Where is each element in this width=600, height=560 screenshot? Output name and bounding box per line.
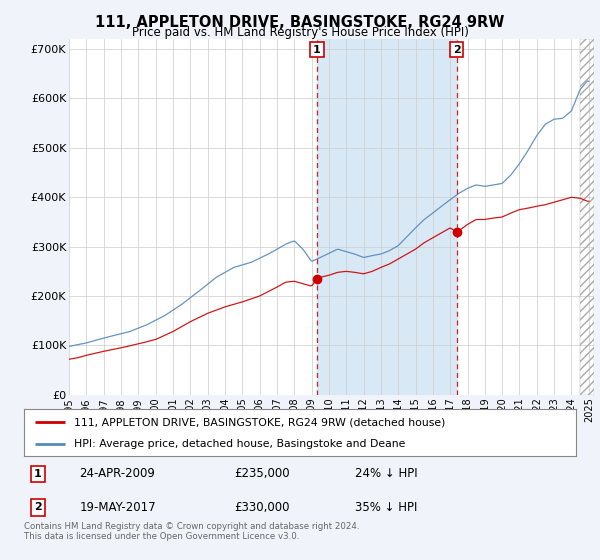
Text: Contains HM Land Registry data © Crown copyright and database right 2024.: Contains HM Land Registry data © Crown c… [24,522,359,531]
Text: 24-APR-2009: 24-APR-2009 [79,468,155,480]
Text: 1: 1 [34,469,41,479]
Text: 1: 1 [313,45,321,54]
Bar [317,39,457,395]
Text: 35% ↓ HPI: 35% ↓ HPI [355,501,418,514]
Text: Price paid vs. HM Land Registry's House Price Index (HPI): Price paid vs. HM Land Registry's House … [131,26,469,39]
Text: 111, APPLETON DRIVE, BASINGSTOKE, RG24 9RW (detached house): 111, APPLETON DRIVE, BASINGSTOKE, RG24 9… [74,417,445,427]
Text: 19-MAY-2017: 19-MAY-2017 [79,501,156,514]
Text: 24% ↓ HPI: 24% ↓ HPI [355,468,418,480]
Text: 111, APPLETON DRIVE, BASINGSTOKE, RG24 9RW: 111, APPLETON DRIVE, BASINGSTOKE, RG24 9… [95,15,505,30]
Text: HPI: Average price, detached house, Basingstoke and Deane: HPI: Average price, detached house, Basi… [74,439,405,449]
Text: £235,000: £235,000 [234,468,289,480]
Text: 2: 2 [453,45,461,54]
Text: 2: 2 [34,502,41,512]
Text: £330,000: £330,000 [234,501,289,514]
Text: This data is licensed under the Open Government Licence v3.0.: This data is licensed under the Open Gov… [24,532,299,541]
